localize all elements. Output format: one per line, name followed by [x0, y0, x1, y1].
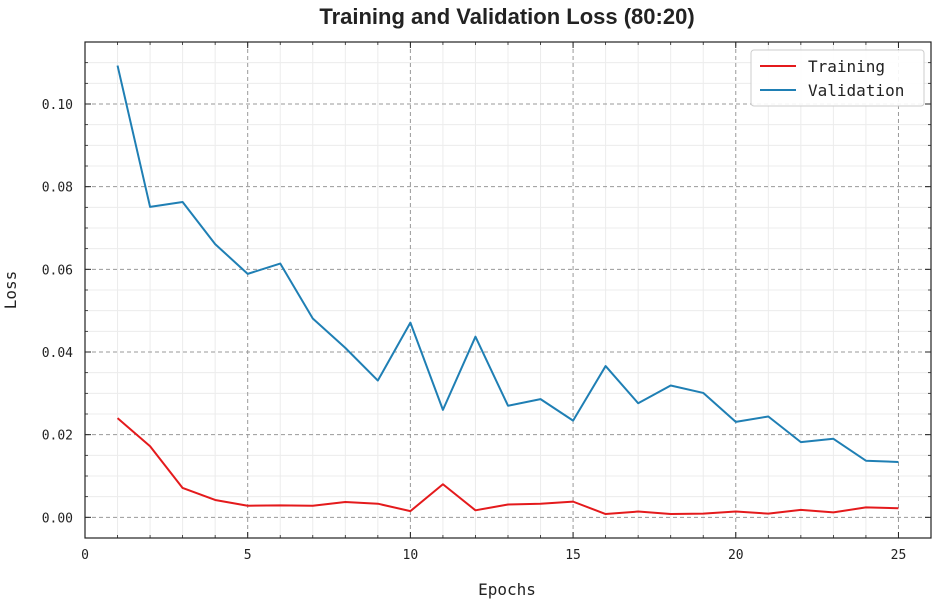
y-tick-label: 0.06	[42, 263, 73, 278]
x-tick-label: 20	[728, 548, 744, 563]
legend-box	[750, 49, 925, 107]
x-tick-label: 5	[244, 548, 252, 563]
chart-title: Training and Validation Loss (80:20)	[319, 4, 694, 29]
x-tick-label: 0	[81, 548, 89, 563]
legend-label-validation: Validation	[808, 81, 904, 100]
series-layer	[116, 65, 899, 516]
y-axis-label: Loss	[1, 271, 20, 310]
y-tick-label: 0.00	[42, 511, 73, 526]
x-tick-label: 25	[891, 548, 907, 563]
y-tick-label: 0.10	[42, 98, 73, 113]
y-tick-label: 0.08	[42, 181, 73, 196]
legend-label-training: Training	[808, 57, 885, 76]
tick-labels: 0 5 10 15 20 25 0.00 0.02 0.04 0.06 0.08 0.10	[42, 98, 907, 563]
legend: Training Validation	[750, 49, 925, 107]
validation-loss-line	[116, 65, 899, 463]
axis-ticks	[84, 41, 932, 539]
x-tick-label: 10	[403, 548, 419, 563]
minor-grid	[85, 41, 932, 539]
x-axis-label: Epochs	[478, 580, 536, 599]
major-grid	[84, 42, 931, 538]
y-tick-label: 0.04	[42, 346, 73, 361]
x-tick-label: 15	[565, 548, 581, 563]
y-tick-label: 0.02	[42, 429, 73, 444]
training-loss-line	[116, 417, 899, 516]
